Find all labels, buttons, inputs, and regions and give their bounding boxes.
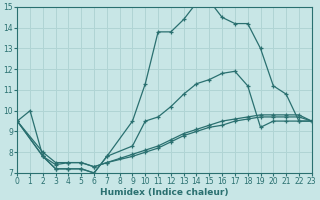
X-axis label: Humidex (Indice chaleur): Humidex (Indice chaleur) [100, 188, 229, 197]
